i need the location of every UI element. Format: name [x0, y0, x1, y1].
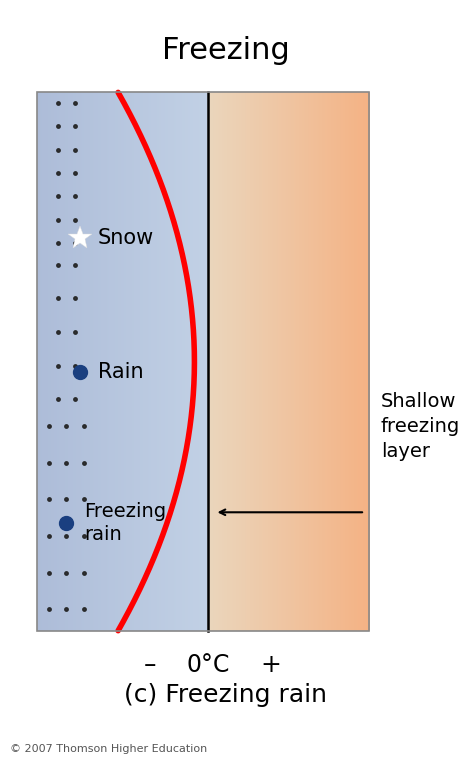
Text: +: +	[260, 653, 281, 677]
Text: Freezing: Freezing	[162, 37, 290, 65]
Text: Snow: Snow	[98, 228, 154, 248]
Text: 0°C: 0°C	[186, 653, 229, 677]
Text: –: –	[143, 653, 156, 677]
Text: (c) Freezing rain: (c) Freezing rain	[124, 683, 328, 707]
Text: Freezing
rain: Freezing rain	[84, 501, 166, 544]
Text: Rain: Rain	[98, 362, 144, 382]
Text: Shallow
freezing
layer: Shallow freezing layer	[381, 392, 460, 460]
Bar	[37, 92, 370, 631]
Text: © 2007 Thomson Higher Education: © 2007 Thomson Higher Education	[10, 743, 208, 753]
